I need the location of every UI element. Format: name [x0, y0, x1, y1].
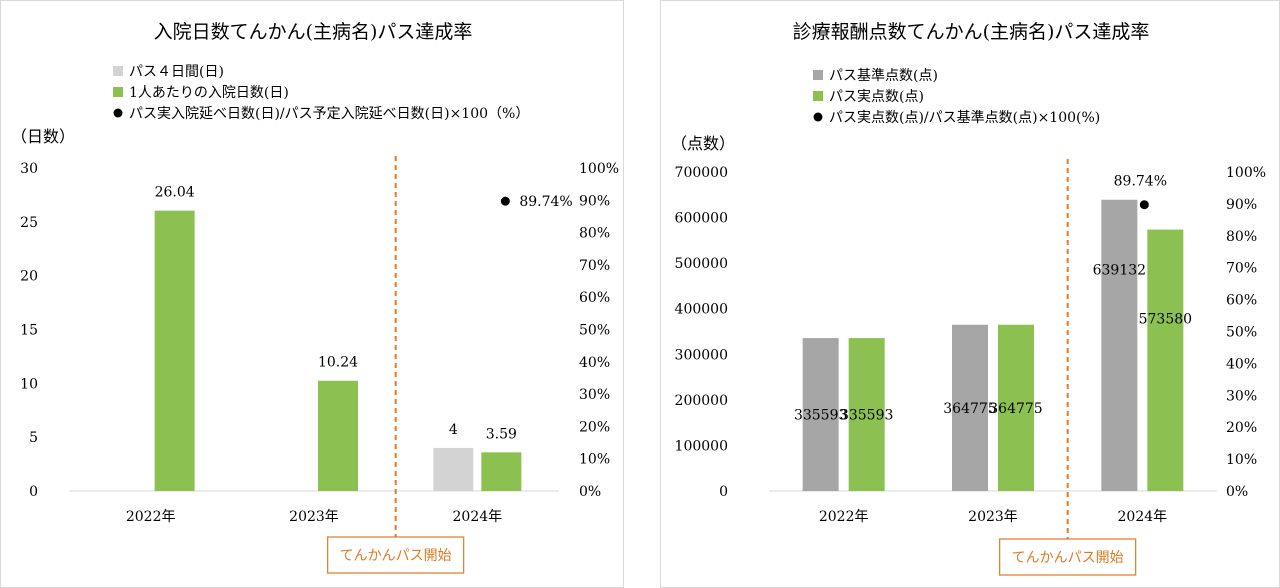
legend-label-1: パス実点数(点)	[829, 89, 924, 105]
y-tick-label: 400000	[675, 302, 728, 318]
legend-label-1: 1人あたりの入院日数(日)	[129, 85, 289, 101]
y2-tick-label: 30%	[579, 387, 610, 403]
y2-tick-label: 20%	[579, 419, 610, 435]
bar-0-0	[802, 338, 839, 491]
chart-title: 入院日数てんかん(主病名)パス達成率	[154, 21, 473, 43]
data-label-0-1: 364775	[943, 401, 996, 417]
y2-tick-label: 60%	[1226, 293, 1257, 309]
rate-marker-2	[500, 196, 510, 206]
x-tick-label: 2022年	[126, 509, 176, 525]
legend-label-2: パス実点数(点)/パス基準点数(点)×100(%)	[829, 109, 1100, 126]
data-label-0-2: 4	[449, 422, 458, 438]
path-start-box	[999, 538, 1137, 576]
y2-tick-label: 0%	[579, 484, 601, 500]
x-tick-label: 2024年	[1118, 509, 1168, 525]
data-label-1-1: 364775	[989, 401, 1042, 417]
y-tick-label: 30	[20, 161, 38, 177]
y2-tick-label: 60%	[579, 290, 610, 306]
legend-label-2: パス実入院延べ日数(日)/パス予定入院延べ日数(日)×100（%）	[129, 106, 529, 122]
y2-tick-label: 30%	[1226, 388, 1257, 404]
y-tick-label: 5	[29, 430, 38, 446]
y-tick-label: 20	[20, 269, 38, 285]
x-tick-label: 2024年	[453, 509, 503, 525]
bar-1-0	[154, 210, 195, 492]
y2-tick-label: 10%	[579, 452, 610, 468]
y2-tick-label: 0%	[1226, 484, 1248, 500]
data-label-1-0: 26.04	[155, 185, 195, 201]
y-axis-label: （点数）	[671, 134, 735, 153]
y2-tick-label: 40%	[1226, 356, 1257, 372]
bar-1-2	[481, 452, 522, 491]
y-axis-label: （日数）	[11, 127, 75, 146]
y-tick-label: 0	[719, 484, 728, 500]
bar-1-2	[1147, 229, 1184, 492]
legend-label-0: パス基準点数(点)	[829, 67, 938, 84]
y2-tick-label: 100%	[1226, 165, 1266, 181]
y2-tick-label: 50%	[579, 323, 610, 339]
y2-tick-label: 100%	[579, 161, 619, 177]
y-tick-label: 15	[20, 323, 38, 339]
y2-tick-label: 70%	[579, 258, 610, 274]
bar-1-0	[848, 338, 885, 491]
y2-tick-label: 20%	[1226, 420, 1257, 436]
legend-swatch-0	[113, 66, 123, 76]
legend-marker-2	[113, 108, 123, 118]
y2-tick-label: 50%	[1226, 325, 1257, 341]
y2-tick-label: 70%	[1226, 261, 1257, 277]
y-tick-label: 10	[20, 376, 38, 392]
data-label-1-2: 573580	[1139, 311, 1192, 327]
y-tick-label: 700000	[675, 165, 728, 181]
legend-swatch-1	[113, 87, 123, 97]
x-tick-label: 2023年	[289, 509, 339, 525]
bar-0-1	[952, 324, 988, 491]
y2-tick-label: 10%	[1226, 452, 1257, 468]
bar-0-2	[433, 447, 474, 491]
rate-label-2: 89.74%	[1114, 174, 1167, 190]
chart-panel-hospital-days: 入院日数てんかん(主病名)パス達成率パス４日間(日) 1人あたりの入院日数(日) パ…	[0, 0, 624, 588]
y-tick-label: 600000	[675, 211, 728, 227]
bar-1-1	[318, 380, 358, 491]
chart-panel-medical-points: 診療報酬点数てんかん(主病名)パス達成率パス基準点数(点) パス実点数(点) パス実…	[660, 0, 1280, 588]
path-start-label: てんかんパス開始	[340, 548, 452, 564]
y-tick-label: 0	[29, 484, 38, 500]
data-label-1-1: 10.24	[318, 355, 358, 371]
y-tick-label: 200000	[675, 393, 728, 409]
y2-tick-label: 80%	[1226, 229, 1257, 245]
legend-label-0: パス４日間(日)	[129, 64, 224, 80]
rate-label-2: 89.74%	[519, 194, 572, 210]
bar-0-2	[1101, 199, 1138, 492]
y-tick-label: 500000	[675, 256, 728, 272]
x-tick-label: 2022年	[819, 509, 869, 525]
bar-1-1	[998, 324, 1034, 491]
y-tick-label: 300000	[675, 347, 728, 363]
path-start-label: てんかんパス開始	[1012, 550, 1124, 566]
legend-swatch-0	[813, 70, 823, 80]
y2-tick-label: 40%	[579, 355, 610, 371]
data-label-1-0: 335593	[840, 408, 893, 424]
path-start-box	[327, 536, 465, 574]
data-label-0-0: 335593	[794, 408, 847, 424]
legend-swatch-1	[813, 91, 823, 101]
chart-title: 診療報酬点数てんかん(主病名)パス達成率	[793, 21, 1150, 43]
x-tick-label: 2023年	[968, 509, 1018, 525]
y2-tick-label: 90%	[579, 193, 610, 209]
legend-marker-2	[813, 112, 823, 122]
data-label-0-2: 639132	[1093, 263, 1146, 279]
y2-tick-label: 80%	[579, 226, 610, 242]
y2-tick-label: 90%	[1226, 197, 1257, 213]
rate-marker-2	[1139, 200, 1149, 210]
data-label-1-2: 3.59	[486, 426, 517, 442]
y-tick-label: 25	[20, 215, 38, 231]
y-tick-label: 100000	[675, 438, 728, 454]
